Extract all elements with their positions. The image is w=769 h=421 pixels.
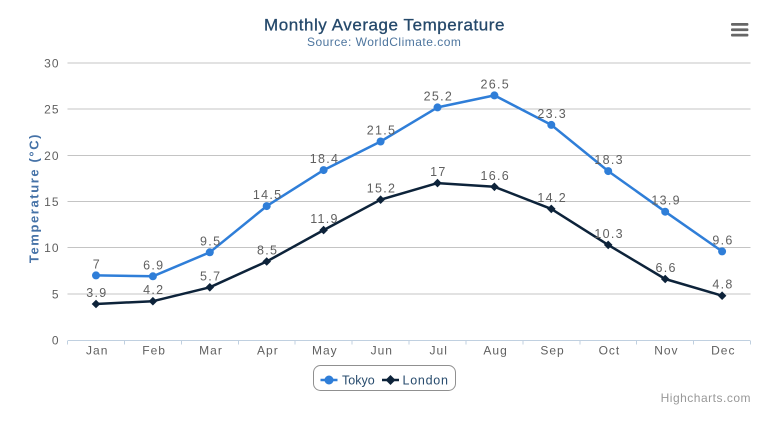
svg-text:17: 17: [430, 165, 447, 179]
svg-text:Sep: Sep: [540, 344, 564, 358]
svg-text:25: 25: [44, 103, 59, 117]
svg-text:9.6: 9.6: [712, 233, 733, 247]
svg-text:3.9: 3.9: [86, 286, 107, 300]
svg-text:Dec: Dec: [711, 344, 735, 358]
svg-text:5: 5: [52, 287, 60, 301]
svg-text:14.2: 14.2: [537, 191, 567, 205]
svg-text:Tokyo: Tokyo: [342, 374, 375, 388]
svg-text:18.3: 18.3: [594, 153, 624, 167]
svg-text:Oct: Oct: [599, 344, 621, 358]
svg-text:Jul: Jul: [430, 344, 448, 358]
svg-text:25.2: 25.2: [424, 89, 454, 103]
svg-text:May: May: [312, 344, 338, 358]
svg-text:Highcharts.com: Highcharts.com: [661, 391, 751, 405]
svg-text:7: 7: [93, 257, 101, 271]
svg-text:15: 15: [44, 195, 59, 209]
svg-text:10.3: 10.3: [594, 227, 624, 241]
svg-text:23.3: 23.3: [537, 107, 567, 121]
svg-text:Nov: Nov: [654, 344, 678, 358]
svg-text:26.5: 26.5: [481, 77, 511, 91]
svg-text:Temperature (°C): Temperature (°C): [27, 133, 42, 263]
svg-text:Feb: Feb: [142, 344, 166, 358]
svg-text:20: 20: [44, 149, 59, 163]
svg-text:Monthly Average Temperature: Monthly Average Temperature: [264, 16, 505, 35]
svg-text:Jun: Jun: [371, 344, 393, 358]
svg-text:16.6: 16.6: [481, 169, 511, 183]
svg-text:11.9: 11.9: [310, 212, 339, 226]
svg-text:4.8: 4.8: [712, 278, 733, 292]
svg-text:5.7: 5.7: [200, 269, 221, 283]
svg-text:6.9: 6.9: [143, 258, 164, 272]
svg-text:Apr: Apr: [257, 344, 279, 358]
svg-text:8.5: 8.5: [257, 244, 278, 258]
svg-text:Mar: Mar: [199, 344, 223, 358]
svg-text:13.9: 13.9: [651, 194, 681, 208]
svg-text:18.4: 18.4: [310, 152, 340, 166]
svg-text:Jan: Jan: [86, 344, 108, 358]
svg-text:Aug: Aug: [483, 344, 507, 358]
svg-text:9.5: 9.5: [200, 234, 221, 248]
svg-text:30: 30: [44, 57, 59, 71]
svg-text:6.6: 6.6: [655, 261, 676, 275]
svg-text:Source: WorldClimate.com: Source: WorldClimate.com: [307, 35, 462, 49]
svg-text:15.2: 15.2: [367, 182, 397, 196]
svg-text:14.5: 14.5: [253, 188, 283, 202]
svg-text:4.2: 4.2: [143, 283, 164, 297]
svg-text:0: 0: [52, 333, 60, 347]
svg-text:10: 10: [44, 241, 59, 255]
svg-text:London: London: [403, 374, 449, 388]
svg-text:21.5: 21.5: [367, 124, 397, 138]
